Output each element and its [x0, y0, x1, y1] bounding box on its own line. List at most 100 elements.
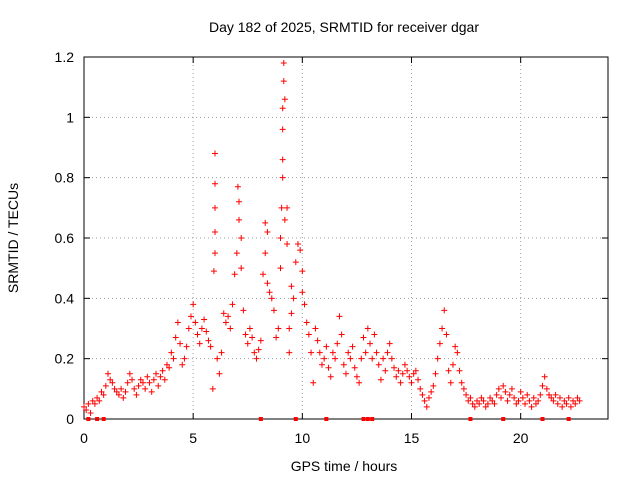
data-point — [373, 349, 380, 356]
data-point — [380, 355, 387, 362]
data-point — [238, 265, 245, 272]
data-point — [281, 96, 288, 103]
data-point — [532, 400, 539, 407]
data-point — [421, 397, 428, 404]
data-point — [275, 325, 282, 332]
data-point — [478, 394, 485, 401]
data-point — [535, 397, 542, 404]
data-point — [172, 334, 179, 341]
data-point — [401, 361, 408, 368]
data-point — [432, 370, 439, 377]
data-point — [345, 349, 352, 356]
data-point — [565, 394, 572, 401]
data-point — [94, 394, 101, 401]
data-point — [487, 394, 494, 401]
data-point — [190, 301, 197, 308]
data-point — [280, 78, 287, 85]
data-point — [321, 355, 328, 362]
data-point — [96, 397, 103, 404]
x-tick-label: 0 — [80, 430, 88, 446]
data-point — [504, 397, 511, 404]
data-point — [107, 376, 114, 383]
data-point — [513, 400, 520, 407]
data-point — [377, 376, 384, 383]
data-point — [238, 235, 245, 241]
data-point — [456, 367, 463, 374]
data-point — [273, 334, 280, 341]
data-point — [489, 397, 496, 404]
data-point — [278, 204, 285, 211]
data-point — [318, 361, 325, 368]
data-point — [343, 370, 349, 377]
data-point — [83, 406, 90, 413]
data-point — [168, 349, 175, 356]
data-point — [163, 361, 170, 368]
data-point — [482, 403, 489, 410]
data-point — [393, 373, 400, 380]
data-point — [452, 343, 459, 350]
data-point — [214, 355, 221, 362]
data-point — [185, 325, 192, 332]
y-tick-label: 0 — [66, 411, 74, 427]
data-point — [148, 388, 155, 395]
data-point — [135, 382, 142, 389]
data-point — [500, 382, 507, 389]
data-point — [299, 268, 306, 275]
data-point — [495, 385, 502, 392]
data-point — [517, 388, 524, 395]
data-point — [386, 340, 393, 347]
data-point — [266, 289, 273, 296]
baseline-marker — [468, 417, 473, 421]
data-point — [358, 355, 365, 362]
data-point — [150, 376, 157, 383]
data-point — [467, 394, 474, 401]
data-point — [118, 385, 125, 392]
data-point — [552, 391, 559, 398]
data-point — [220, 310, 227, 317]
data-point — [530, 394, 537, 401]
data-point — [270, 307, 277, 314]
x-axis-tick-labels: 0 5 10 15 20 — [80, 430, 529, 446]
data-point — [404, 367, 411, 374]
data-point — [240, 307, 247, 314]
data-point — [155, 382, 162, 389]
data-point — [277, 265, 284, 272]
data-point — [541, 373, 548, 380]
data-point — [491, 400, 498, 407]
data-point — [471, 403, 478, 410]
data-point — [458, 379, 465, 386]
data-point — [109, 379, 116, 386]
data-point — [288, 310, 295, 317]
data-point — [561, 397, 568, 404]
data-point — [548, 394, 555, 401]
baseline-markers — [86, 417, 571, 421]
baseline-marker — [258, 417, 263, 421]
data-point — [246, 325, 253, 332]
y-tick-label: 0.4 — [55, 290, 75, 306]
data-point — [550, 397, 557, 404]
baseline-marker — [370, 417, 375, 421]
data-point — [356, 379, 363, 386]
data-point — [303, 319, 310, 326]
data-point — [399, 370, 406, 377]
data-point — [323, 343, 330, 350]
data-point — [515, 397, 522, 404]
data-point — [334, 340, 341, 347]
data-point — [139, 379, 146, 386]
data-point — [179, 361, 186, 368]
data-point — [244, 340, 251, 347]
data-point — [102, 382, 109, 389]
data-point — [297, 247, 304, 254]
data-point — [445, 367, 452, 374]
data-point — [443, 331, 450, 338]
data-point — [255, 346, 262, 353]
data-point — [205, 337, 212, 344]
data-point — [524, 391, 531, 398]
data-point — [329, 349, 336, 356]
data-point — [111, 385, 118, 392]
data-point — [493, 391, 500, 398]
baseline-marker — [501, 417, 506, 421]
data-point — [264, 228, 271, 235]
data-point — [338, 331, 345, 338]
data-point — [120, 394, 127, 401]
